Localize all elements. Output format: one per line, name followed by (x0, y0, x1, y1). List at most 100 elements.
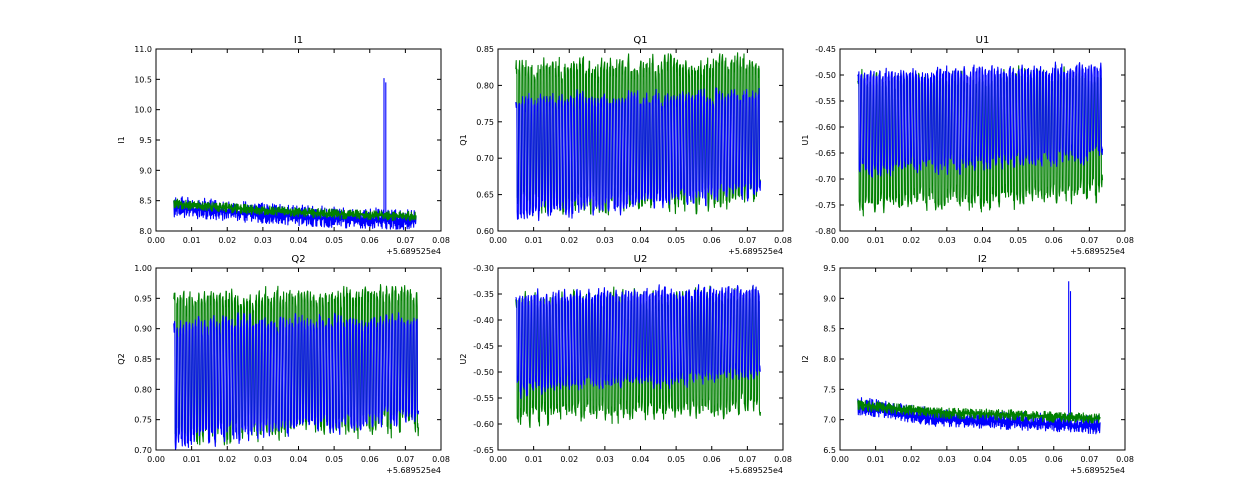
y-tick-label: -0.35 (473, 290, 494, 299)
x-tick-label: 0.06 (703, 455, 721, 464)
chart-u1: 0.00 0.01 0.02 0.03 0.04 0.05 0.06 0.07 0.08 -0.8… (801, 35, 1134, 256)
y-tick-label: -0.45 (815, 45, 836, 54)
x-tick-label: 0.00 (831, 455, 849, 464)
chart-q1: 0.00 0.01 0.02 0.03 0.04 0.05 0.06 0.07 0.08 0.60… (459, 35, 792, 256)
x-tick-label: 0.03 (938, 236, 956, 245)
x-tick-label: 0.07 (1080, 236, 1098, 245)
y-tick-label: -0.70 (815, 175, 836, 184)
y-tick-label: 0.80 (134, 385, 152, 394)
y-tick-label: 9.5 (823, 264, 836, 273)
x-tick-label: 0.00 (831, 236, 849, 245)
y-tick-label: -0.65 (473, 446, 494, 455)
x-tick-label: 0.04 (632, 236, 650, 245)
y-axis-label: U1 (801, 135, 810, 146)
y-tick-label: 8.5 (139, 197, 152, 206)
x-offset-label: +5.689525e4 (728, 466, 783, 475)
y-tick-label: 0.80 (476, 81, 494, 90)
x-tick-label: 0.01 (525, 455, 543, 464)
x-tick-label: 0.06 (361, 455, 379, 464)
x-tick-label: 0.05 (325, 236, 343, 245)
x-tick-label: 0.03 (938, 455, 956, 464)
x-offset-label: +5.689525e4 (1070, 247, 1125, 256)
y-tick-label: 9.0 (139, 166, 152, 175)
y-tick-label: -0.65 (815, 149, 836, 158)
y-tick-label: -0.50 (473, 368, 494, 377)
x-tick-label: 0.00 (489, 455, 507, 464)
x-tick-label: 0.04 (632, 455, 650, 464)
x-tick-label: 0.04 (974, 455, 992, 464)
series-line-blue (515, 87, 762, 222)
series-line-green (173, 198, 417, 222)
y-tick-label: 8.0 (823, 355, 836, 364)
series-line-blue (173, 312, 420, 450)
x-tick-label: 0.02 (902, 455, 920, 464)
x-tick-label: 0.08 (774, 236, 792, 245)
x-tick-label: 0.02 (560, 236, 578, 245)
series-line-blue (515, 284, 761, 400)
y-tick-label: 9.5 (139, 136, 152, 145)
y-tick-label: 0.95 (134, 294, 152, 303)
y-tick-label: -0.40 (473, 316, 494, 325)
chart-u2: 0.00 0.01 0.02 0.03 0.04 0.05 0.06 0.07 0.08 -0.6… (459, 254, 792, 475)
x-tick-label: 0.03 (596, 455, 614, 464)
y-tick-label: -0.60 (473, 420, 494, 429)
chart-i2: 0.00 0.01 0.02 0.03 0.04 0.05 0.06 0.07 0.08 6.5 7… (801, 254, 1134, 475)
x-offset-label: +5.689525e4 (728, 247, 783, 256)
y-tick-label: 0.70 (134, 446, 152, 455)
chart-q2: 0.00 0.01 0.02 0.03 0.04 0.05 0.06 0.07 0.08 0.70… (117, 254, 450, 475)
chart-title: U2 (634, 254, 648, 265)
x-tick-label: 0.05 (667, 455, 685, 464)
y-tick-label: -0.60 (815, 123, 836, 132)
x-tick-label: 0.07 (738, 236, 756, 245)
x-tick-label: 0.08 (1116, 455, 1134, 464)
x-tick-label: 0.06 (1045, 236, 1063, 245)
x-tick-label: 0.04 (290, 455, 308, 464)
x-tick-label: 0.07 (396, 455, 414, 464)
x-tick-label: 0.05 (667, 236, 685, 245)
y-tick-label: 7.5 (823, 385, 836, 394)
x-tick-label: 0.03 (254, 236, 272, 245)
y-tick-label: 8.5 (823, 325, 836, 334)
chart-title: I1 (294, 35, 303, 46)
y-tick-label: -0.30 (473, 264, 494, 273)
y-tick-label: 11.0 (134, 45, 152, 54)
y-tick-label: 0.85 (134, 355, 152, 364)
x-tick-label: 0.02 (902, 236, 920, 245)
x-tick-label: 0.02 (560, 455, 578, 464)
x-offset-label: +5.689525e4 (1070, 466, 1125, 475)
x-tick-label: 0.07 (1080, 455, 1098, 464)
chart-title: Q2 (291, 254, 305, 265)
y-tick-label: -0.45 (473, 342, 494, 351)
y-tick-label: 0.70 (476, 154, 494, 163)
y-axis-label: U2 (459, 354, 468, 365)
x-tick-label: 0.00 (147, 236, 165, 245)
x-tick-label: 0.04 (290, 236, 308, 245)
x-tick-label: 0.08 (432, 455, 450, 464)
x-tick-label: 0.02 (218, 455, 236, 464)
y-tick-label: 0.65 (476, 191, 494, 200)
x-tick-label: 0.02 (218, 236, 236, 245)
x-tick-label: 0.01 (867, 236, 885, 245)
y-tick-label: 0.90 (134, 325, 152, 334)
x-tick-label: 0.01 (525, 236, 543, 245)
x-tick-label: 0.06 (361, 236, 379, 245)
chart-title: I2 (978, 254, 987, 265)
x-tick-label: 0.01 (867, 455, 885, 464)
series-line-green (857, 399, 1101, 424)
x-tick-label: 0.08 (1116, 236, 1134, 245)
y-tick-label: 10.0 (134, 106, 152, 115)
x-tick-label: 0.00 (489, 236, 507, 245)
y-axis-label: Q2 (117, 353, 126, 364)
x-tick-label: 0.05 (1009, 455, 1027, 464)
x-tick-label: 0.06 (703, 236, 721, 245)
x-tick-label: 0.07 (738, 455, 756, 464)
x-tick-label: 0.03 (596, 236, 614, 245)
x-tick-label: 0.01 (183, 236, 201, 245)
y-tick-label: 0.75 (134, 416, 152, 425)
y-tick-label: 9.0 (823, 294, 836, 303)
y-axis-label: Q1 (459, 134, 468, 145)
y-tick-label: 6.5 (823, 446, 836, 455)
x-tick-label: 0.06 (1045, 455, 1063, 464)
y-tick-label: -0.80 (815, 227, 836, 236)
